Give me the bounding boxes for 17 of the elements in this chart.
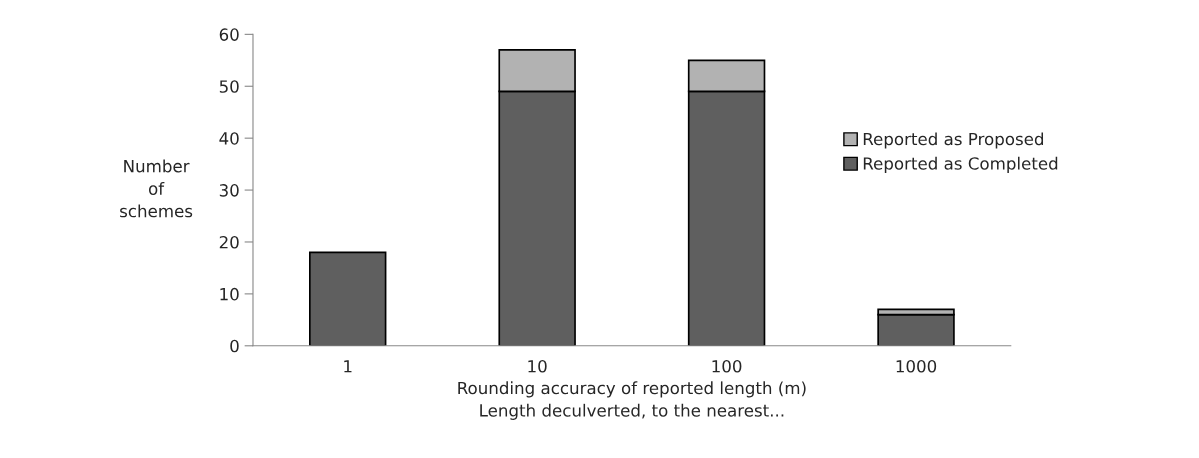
y-tick-label: 50	[219, 80, 239, 93]
legend-label: Reported as Completed	[863, 156, 1058, 173]
y-tick-label: 10	[220, 287, 239, 301]
x-tick-label: 10	[528, 359, 547, 373]
y-tick-label: 40	[219, 132, 239, 145]
y-tick-label: 0	[230, 339, 239, 353]
y-axis-title: Number of schemes	[120, 159, 193, 218]
y-tick-label: 20	[219, 235, 239, 249]
bar	[877, 313, 955, 346]
bar	[308, 251, 387, 346]
y-tick-label: 30	[219, 184, 239, 197]
y-tick-label: 60	[219, 28, 239, 41]
x-tick-label: 1	[344, 360, 352, 373]
x-tick-label: 100	[712, 359, 742, 373]
x-tick-label: 1000	[896, 359, 937, 373]
x-axis-title: Rounding accuracy of reported length (m) Length deculverted, to the nearest...	[458, 381, 806, 420]
legend-label: Reported as Proposed	[863, 132, 1044, 149]
